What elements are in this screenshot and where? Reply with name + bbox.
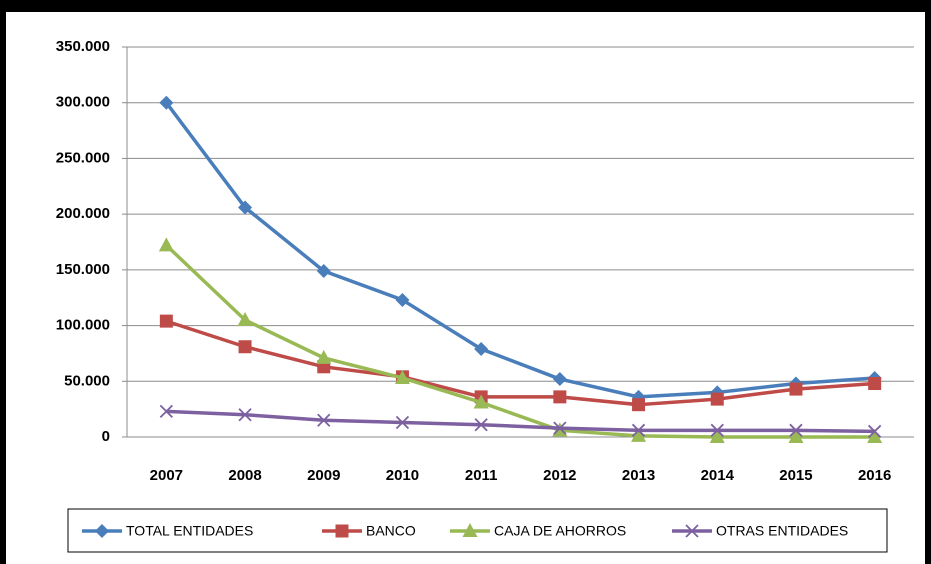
marker xyxy=(710,392,724,406)
y-tick-label: 250.000 xyxy=(56,149,110,166)
marker xyxy=(316,263,331,278)
marker xyxy=(632,398,646,412)
x-tick-label: 2013 xyxy=(622,467,655,484)
series-line xyxy=(164,101,875,399)
marker xyxy=(788,429,804,443)
marker xyxy=(159,95,174,110)
marker xyxy=(868,424,882,439)
marker xyxy=(867,429,883,443)
marker xyxy=(159,404,173,419)
marker xyxy=(238,408,252,422)
x-tick-label: 2015 xyxy=(779,467,812,484)
marker xyxy=(159,314,173,328)
marker xyxy=(395,415,410,430)
marker xyxy=(631,427,647,442)
y-tick-label: 0 xyxy=(102,428,110,445)
marker xyxy=(317,413,331,427)
x-tick-label: 2016 xyxy=(858,467,891,484)
y-tick-label: 100.000 xyxy=(56,317,110,334)
y-tick-label: 50.000 xyxy=(64,372,110,389)
x-tick-label: 2014 xyxy=(701,467,735,484)
marker xyxy=(335,524,349,538)
chart-background xyxy=(6,12,925,564)
marker xyxy=(631,423,646,437)
marker xyxy=(868,377,882,391)
y-tick-label: 200.000 xyxy=(56,205,110,222)
marker xyxy=(158,237,174,252)
x-tick-label: 2010 xyxy=(386,467,419,484)
marker xyxy=(395,292,410,307)
legend-label: OTRAS ENTIDADES xyxy=(716,523,848,539)
marker xyxy=(553,390,567,404)
series-line xyxy=(165,319,875,407)
x-tick-label: 2012 xyxy=(543,467,576,484)
marker xyxy=(552,372,567,387)
marker xyxy=(462,523,478,537)
x-tick-label: 2008 xyxy=(228,467,261,484)
series-line xyxy=(166,409,875,434)
marker xyxy=(238,340,252,354)
y-tick-label: 350.000 xyxy=(56,38,110,55)
marker xyxy=(394,369,410,384)
marker xyxy=(316,349,332,364)
marker xyxy=(710,423,724,437)
x-tick-label: 2011 xyxy=(465,467,498,484)
marker xyxy=(553,421,567,435)
series-line xyxy=(165,244,875,439)
x-tick-label: 2007 xyxy=(150,467,183,484)
y-tick-label: 300.000 xyxy=(56,94,110,111)
y-tick-label: 150.000 xyxy=(56,261,110,278)
marker xyxy=(95,524,109,538)
legend-label: TOTAL ENTIDADES xyxy=(126,523,253,539)
legend-label: BANCO xyxy=(366,523,416,539)
marker xyxy=(789,423,803,437)
marker xyxy=(238,200,253,215)
marker xyxy=(474,418,488,432)
marker xyxy=(473,394,489,409)
marker xyxy=(237,312,253,326)
marker xyxy=(709,429,725,443)
marker xyxy=(474,341,489,356)
x-tick-label: 2009 xyxy=(307,467,340,484)
marker xyxy=(685,524,699,538)
legend-label: CAJA DE AHORROS xyxy=(494,523,626,539)
marker xyxy=(789,382,803,396)
